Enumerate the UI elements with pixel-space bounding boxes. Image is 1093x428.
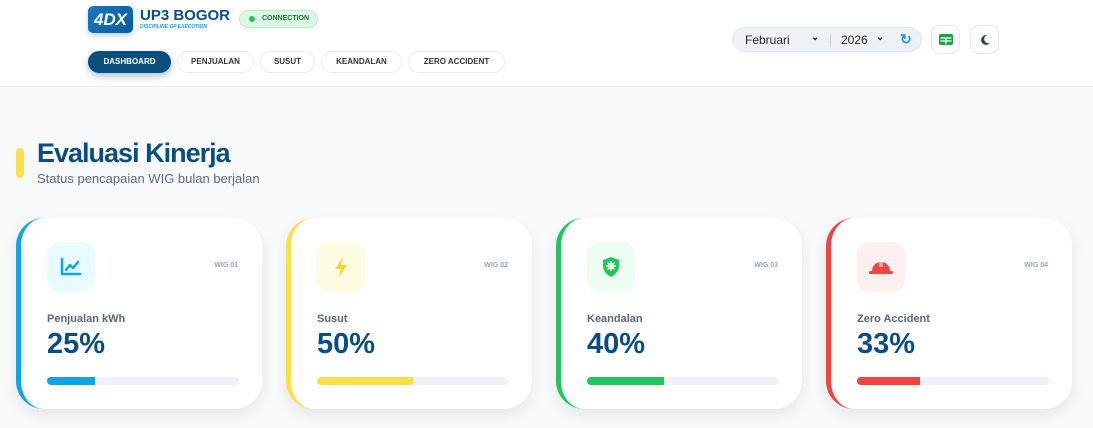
- kpi-label: Penjualan kWh: [47, 313, 126, 325]
- dark-mode-button[interactable]: [970, 25, 999, 54]
- icon-box: [587, 242, 635, 292]
- top-header: 4DX UP3 BOGOR DISCIPLINE OF EXECUTION CO…: [0, 0, 1093, 87]
- tab-dashboard[interactable]: DASHBOARD: [88, 51, 171, 73]
- progress-bar: [317, 377, 509, 385]
- brand-tagline: DISCIPLINE OF EXECUTION: [140, 24, 207, 30]
- progress-bar: [587, 377, 779, 385]
- wig-code: WIG 02: [484, 262, 508, 269]
- chart-line-icon: [60, 257, 82, 276]
- kpi-value: 40%: [587, 328, 646, 360]
- divider: [830, 34, 831, 47]
- kpi-value: 33%: [857, 328, 916, 360]
- kpi-label: Susut: [317, 313, 348, 325]
- chevron-down-icon[interactable]: ⌄: [876, 32, 885, 43]
- connection-badge: CONNECTION: [239, 10, 318, 28]
- bolt-icon: [333, 256, 349, 277]
- wig-code: WIG 01: [214, 262, 238, 269]
- progress-bar: [47, 377, 239, 385]
- kpi-card[interactable]: WIG 01 Penjualan kWh 25%: [16, 218, 262, 409]
- hard-hat-icon: [868, 258, 894, 275]
- period-selector: Februari ⌄ 2026 ⌄ ↻: [732, 27, 922, 52]
- progress-fill: [587, 377, 664, 385]
- tab-penjualan[interactable]: PENJUALAN: [177, 51, 254, 73]
- moon-icon: [980, 34, 990, 45]
- refresh-icon[interactable]: ↻: [900, 31, 912, 47]
- icon-box: [857, 242, 905, 292]
- title-accent: [16, 148, 24, 178]
- wig-code: WIG 03: [754, 262, 778, 269]
- month-select[interactable]: Februari: [745, 33, 790, 47]
- connection-label: CONNECTION: [262, 15, 310, 22]
- progress-fill: [317, 377, 413, 385]
- logo: 4DX: [88, 6, 133, 33]
- progress-fill: [47, 377, 95, 385]
- kpi-value: 25%: [47, 328, 106, 360]
- status-dot-icon: [249, 16, 255, 22]
- spreadsheet-icon: [938, 34, 953, 46]
- spreadsheet-button[interactable]: [931, 25, 960, 54]
- wig-code: WIG 04: [1024, 262, 1048, 269]
- kpi-label: Keandalan: [587, 313, 643, 325]
- page-subtitle: Status pencapaian WIG bulan berjalan: [37, 171, 260, 186]
- kpi-card[interactable]: WIG 03 Keandalan 40%: [556, 218, 802, 409]
- kpi-card[interactable]: WIG 04 Zero Accident 33%: [826, 218, 1072, 409]
- icon-box: [47, 242, 95, 292]
- shield-virus-icon: [601, 256, 621, 277]
- chevron-down-icon[interactable]: ⌄: [811, 32, 820, 43]
- kpi-label: Zero Accident: [857, 313, 930, 325]
- kpi-card[interactable]: WIG 02 Susut 50%: [286, 218, 532, 409]
- year-select[interactable]: 2026: [841, 33, 868, 47]
- page-title: Evaluasi Kinerja: [37, 138, 231, 168]
- tab-keandalan[interactable]: KEANDALAN: [321, 51, 402, 73]
- progress-bar: [857, 377, 1049, 385]
- tab-susut[interactable]: SUSUT: [260, 51, 315, 73]
- brand-name: UP3 BOGOR: [140, 7, 231, 24]
- icon-box: [317, 242, 365, 292]
- tab-zero-accident[interactable]: ZERO ACCIDENT: [408, 51, 505, 73]
- kpi-value: 50%: [317, 328, 376, 360]
- progress-fill: [857, 377, 921, 385]
